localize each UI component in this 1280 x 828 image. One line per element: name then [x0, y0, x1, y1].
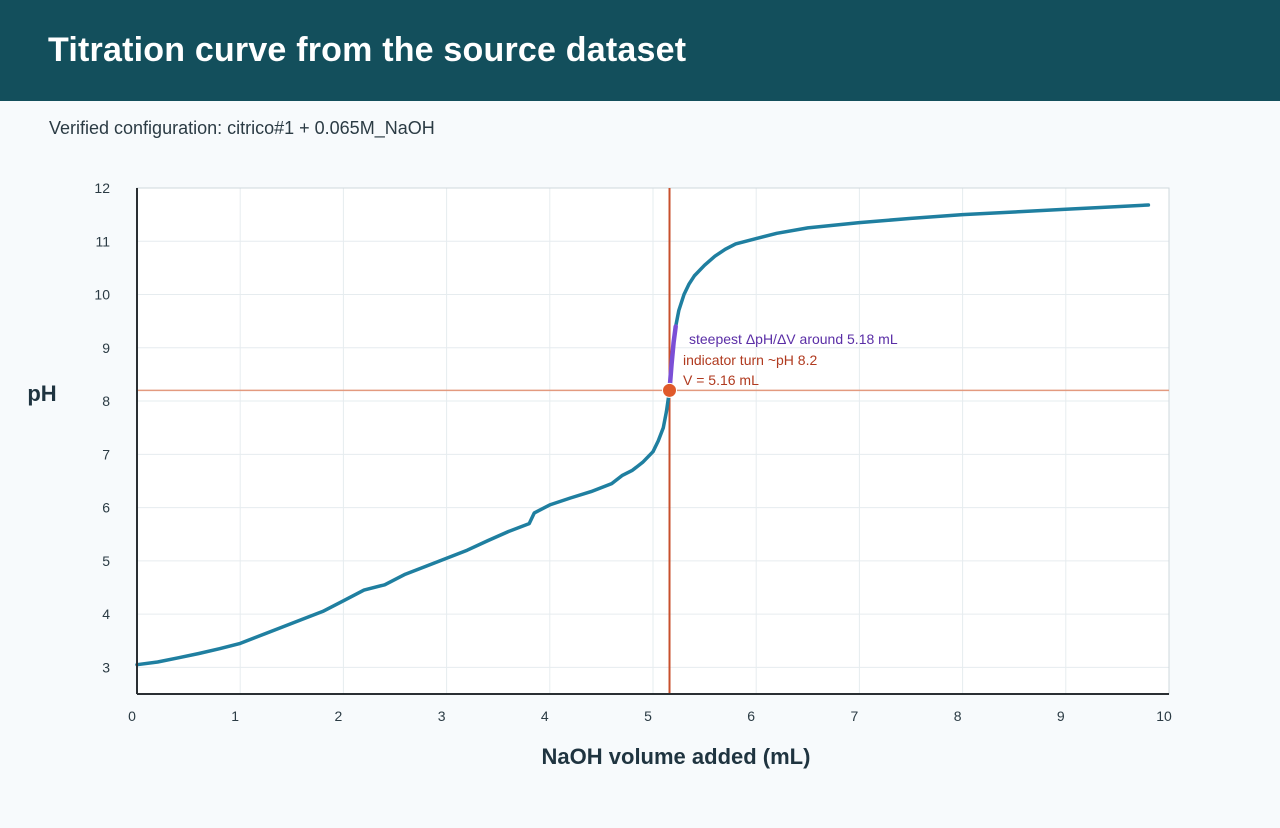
y-tick-label: 11 — [95, 233, 110, 249]
indicator-point-marker — [662, 382, 678, 398]
y-tick-label: 3 — [102, 659, 110, 675]
series-line — [135, 203, 1151, 667]
x-tick-label: 4 — [541, 708, 549, 724]
x-tick-label: 2 — [335, 708, 343, 724]
volume-annotation: V = 5.16 mL — [683, 372, 759, 388]
y-tick-label: 10 — [94, 287, 110, 303]
y-tick-label: 9 — [102, 340, 110, 356]
x-tick-label: 8 — [954, 708, 962, 724]
x-tick-label: 1 — [231, 708, 239, 724]
y-tick-label: 8 — [102, 393, 110, 409]
x-tick-label: 0 — [128, 708, 136, 724]
chart-annotations: steepest ΔpH/ΔV around 5.18 mL indicator … — [683, 331, 898, 388]
steepest-annotation: steepest ΔpH/ΔV around 5.18 mL — [689, 331, 898, 347]
x-tick-label: 5 — [644, 708, 652, 724]
chart-series — [135, 203, 1151, 667]
x-tick-label: 9 — [1057, 708, 1065, 724]
x-tick-label: 10 — [1156, 708, 1172, 724]
steepest-segment — [667, 324, 678, 393]
header-bar: Titration curve from the source dataset — [0, 0, 1280, 101]
chart-grid — [136, 187, 1170, 695]
x-tick-label: 3 — [438, 708, 446, 724]
y-tick-label: 6 — [102, 500, 110, 516]
x-tick-label: 6 — [747, 708, 755, 724]
titration-chart: 0 1 2 3 4 5 6 7 8 9 10 3 4 5 6 7 8 9 10 11 12 NaOH volume ad… — [0, 150, 1280, 823]
y-tick-label: 5 — [102, 553, 110, 569]
y-tick-label: 4 — [102, 606, 110, 622]
page-subtitle: Verified configuration: citrico#1 + 0.06… — [49, 118, 435, 138]
y-tick-label: 7 — [102, 446, 110, 462]
y-tick-label: 12 — [94, 180, 110, 196]
page-title: Titration curve from the source dataset — [48, 31, 687, 69]
x-axis-label: NaOH volume added (mL) — [542, 744, 811, 769]
indicator-crosshair — [137, 188, 1169, 694]
y-axis-label: pH — [27, 381, 56, 406]
x-tick-label: 7 — [851, 708, 859, 724]
indicator-annotation: indicator turn ~pH 8.2 — [683, 352, 817, 368]
chart-axes — [136, 188, 1169, 695]
chart-labels: NaOH volume added (mL) pH — [27, 381, 810, 769]
